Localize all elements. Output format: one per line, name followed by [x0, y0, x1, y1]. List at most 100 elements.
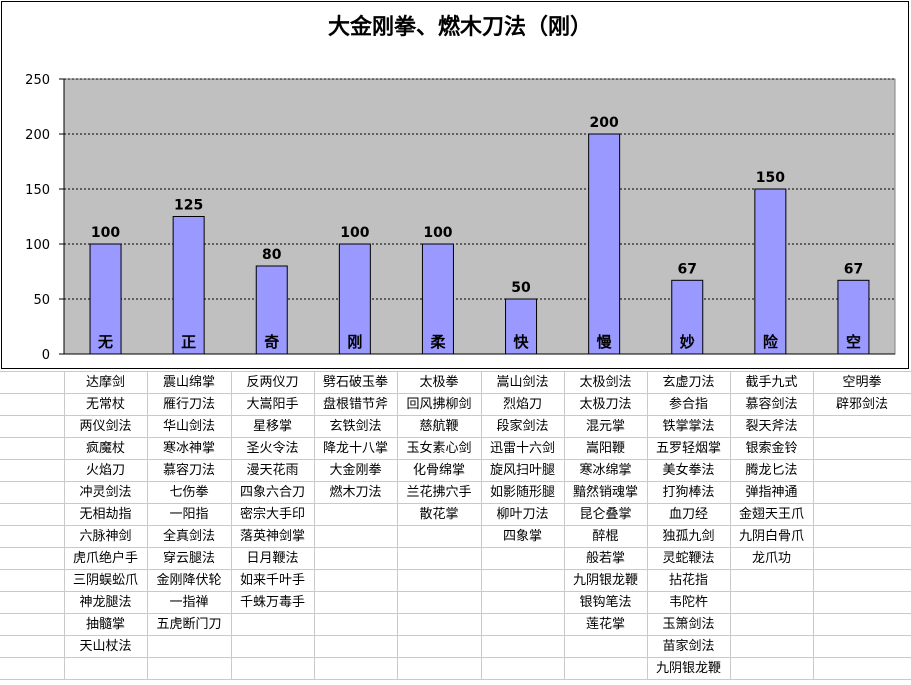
data-label: 67: [678, 261, 697, 277]
table-row: 虎爪绝户手 穿云腿法 日月鞭法 般若掌 灵蛇鞭法 龙爪功: [0, 547, 911, 570]
table-cell: 一指禅: [146, 591, 232, 614]
table-cell: [313, 569, 398, 592]
table-cell: [313, 657, 398, 680]
data-label: 80: [262, 247, 282, 263]
table-cell: [812, 569, 911, 592]
table-cell: 拈花指: [646, 569, 731, 592]
table-cell: 旋风扫叶腿: [480, 459, 565, 482]
table-cell: [396, 591, 482, 614]
data-label: 67: [844, 261, 863, 277]
table-cell: 无常杖: [63, 393, 148, 416]
bar: [338, 243, 371, 355]
table-cell: 般若掌: [563, 547, 648, 570]
table-cell: 七伤拳: [146, 481, 232, 504]
table-cell: [812, 525, 911, 548]
category-label: 妙: [680, 333, 695, 351]
table-cell: 寒冰神掌: [146, 437, 232, 460]
table-cell: [230, 613, 315, 636]
table-cell: 血刀经: [646, 503, 731, 526]
bar: [505, 298, 538, 355]
table-cell: [0, 371, 65, 394]
bar: [588, 133, 621, 355]
category-label: 正: [181, 333, 196, 351]
table-cell: [313, 591, 398, 614]
table-cell: 迅雷十六剑: [480, 437, 565, 460]
table-cell: [0, 547, 65, 570]
table-cell: [313, 503, 398, 526]
table-cell: 冲灵剑法: [63, 481, 148, 504]
table-row: 冲灵剑法 七伤拳 四象六合刀 燃木刀法 兰花拂穴手 如影随形腿 黯然销魂掌 打狗棒法 弹指神通: [0, 481, 911, 504]
table-cell: [563, 635, 648, 658]
table-cell: [729, 635, 814, 658]
table-cell: 昆仑叠掌: [563, 503, 648, 526]
table-cell: [230, 635, 315, 658]
category-label: 奇: [264, 333, 279, 351]
table-cell: 如影随形腿: [480, 481, 565, 504]
y-tick-label: 50: [33, 293, 50, 308]
table-cell: 虎爪绝户手: [63, 547, 148, 570]
table-cell: 黯然销魂掌: [563, 481, 648, 504]
data-label: 150: [756, 170, 785, 186]
chart-frame: 大金刚拳、燃木刀法（刚） 0 50 100 150 200 250 100 无 125 正 80 奇 1…: [1, 1, 909, 369]
table-cell: [812, 415, 911, 438]
table-cell: [480, 569, 565, 592]
table-cell: 神龙腿法: [63, 591, 148, 614]
table-cell: 铁掌掌法: [646, 415, 731, 438]
table-cell: 五罗轻烟掌: [646, 437, 731, 460]
table-cell: 星移掌: [230, 415, 315, 438]
table-cell: 苗家剑法: [646, 635, 731, 658]
table-cell: 回风拂柳剑: [396, 393, 482, 416]
table-cell: 疯魔杖: [63, 437, 148, 460]
table-cell: 密宗大手印: [230, 503, 315, 526]
table-cell: 独孤九剑: [646, 525, 731, 548]
table-cell: 圣火令法: [230, 437, 315, 460]
table-cell: 参合指: [646, 393, 731, 416]
table-cell: 四象六合刀: [230, 481, 315, 504]
table-cell: [0, 591, 65, 614]
table-cell: [812, 657, 911, 680]
table-cell: 醉棍: [563, 525, 648, 548]
table-row: 两仪剑法 华山剑法 星移掌 玄铁剑法 慈航鞭 段家剑法 混元掌 铁掌掌法 裂天斧法: [0, 415, 911, 438]
table-cell: 银钩笔法: [563, 591, 648, 614]
bar: [172, 216, 205, 355]
table-cell: 三阴蜈蚣爪: [63, 569, 148, 592]
table-cell: 太极刀法: [563, 393, 648, 416]
table-cell: [480, 657, 565, 680]
table-cell: [0, 393, 65, 416]
table-cell: 金刚降伏轮: [146, 569, 232, 592]
data-label: 100: [91, 225, 120, 241]
table-cell: [0, 415, 65, 438]
table-cell: [396, 525, 482, 548]
table-cell: [313, 525, 398, 548]
table-cell: [480, 591, 565, 614]
table-cell: 九阴白骨爪: [729, 525, 814, 548]
y-tick-label: 200: [25, 128, 50, 143]
table-cell: [230, 657, 315, 680]
table-cell: [729, 657, 814, 680]
data-label: 100: [423, 225, 452, 241]
table-row: 达摩剑 震山绵掌 反两仪刀 劈石破玉拳 太极拳 嵩山剑法 太极剑法 玄虚刀法 截手九式 空明拳: [0, 371, 911, 394]
table-cell: 华山剑法: [146, 415, 232, 438]
table-cell: [146, 635, 232, 658]
y-tick-label: 250: [25, 73, 50, 88]
table-row: 抽髓掌 五虎断门刀 莲花掌 玉箫剑法: [0, 613, 911, 636]
table-cell: 大金刚拳: [313, 459, 398, 482]
table-cell: 化骨绵掌: [396, 459, 482, 482]
table-row: 神龙腿法 一指禅 千蛛万毒手 银钩笔法 韦陀杵: [0, 591, 911, 614]
table-cell: [63, 657, 148, 680]
table-cell: 达摩剑: [63, 371, 148, 394]
table-cell: 千蛛万毒手: [230, 591, 315, 614]
table-cell: 六脉神剑: [63, 525, 148, 548]
table-cell: 柳叶刀法: [480, 503, 565, 526]
chart-title: 大金刚拳、燃木刀法（刚）: [328, 14, 592, 40]
table-cell: [729, 613, 814, 636]
table-cell: [313, 613, 398, 636]
table-cell: [812, 547, 911, 570]
table-cell: [146, 657, 232, 680]
table-cell: 太极拳: [396, 371, 482, 394]
table-cell: [729, 591, 814, 614]
table-cell: 火焰刀: [63, 459, 148, 482]
data-label: 125: [174, 198, 203, 214]
table-cell: [812, 503, 911, 526]
table-cell: 慕容剑法: [729, 393, 814, 416]
